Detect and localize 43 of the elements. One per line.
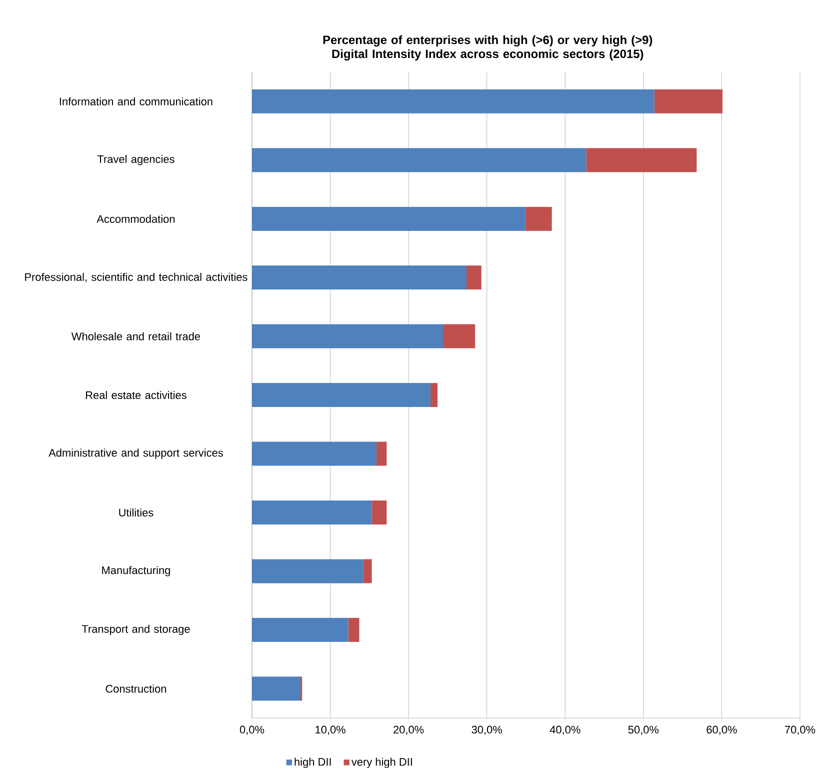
bar (654, 89, 722, 114)
bar (466, 266, 482, 290)
x-tick-label: 70,0% (785, 726, 816, 735)
x-tick-label: 60,0% (706, 726, 737, 735)
legend-label: high DII (294, 758, 331, 768)
y-tick-label: Administrative and support services (48, 448, 223, 459)
bar (252, 442, 376, 466)
bar (252, 618, 348, 642)
bar (372, 500, 387, 524)
y-tick-label: Manufacturing (102, 566, 170, 576)
y-tick-label: Construction (106, 684, 166, 693)
bar (363, 559, 372, 584)
x-tick-label: 40,0% (550, 726, 580, 735)
y-tick-label: Travel agencies (97, 154, 174, 166)
bar (586, 148, 697, 172)
y-tick-label: Professional, scientific and technical activities (25, 272, 248, 282)
chart-title: Percentage of enterprises with high (>6) or very high (>9) Digital Intensity Index across economic sectors (2015) (323, 35, 652, 60)
bar (430, 383, 438, 408)
x-tick-label: 10,0% (316, 726, 346, 735)
y-tick-label: Wholesale and retail trade (71, 332, 200, 340)
bar (252, 148, 586, 172)
x-tick-label: 30,0% (472, 726, 502, 735)
y-tick-label: Information and communication (60, 97, 212, 106)
x-tick-label: 50,0% (628, 726, 659, 735)
bar (252, 383, 430, 408)
bar (252, 500, 372, 524)
bar (252, 324, 444, 348)
y-tick-label: Transport and storage (82, 624, 190, 636)
y-tick-label: Accommodation (96, 214, 175, 223)
bar (348, 618, 360, 642)
legend-label: very high DII (351, 758, 412, 768)
bar (443, 324, 476, 348)
bar (525, 206, 552, 231)
x-tick-label: 0,0% (240, 726, 264, 735)
bar (252, 559, 364, 584)
x-tick-label: 20,0% (394, 726, 424, 735)
bar (376, 442, 387, 466)
y-tick-label: Utilities (119, 508, 154, 516)
bar (252, 89, 654, 114)
bar (252, 266, 466, 290)
bar (252, 206, 526, 231)
y-tick-label: Real estate activities (86, 390, 186, 400)
bar (252, 676, 301, 701)
